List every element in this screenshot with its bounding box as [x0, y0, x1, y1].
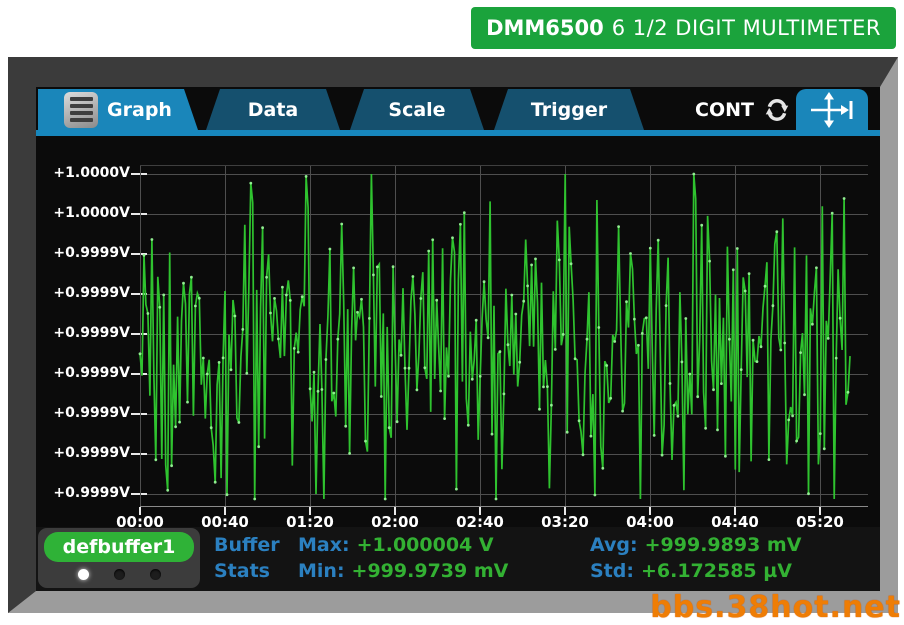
pan-scale-icon	[809, 92, 855, 128]
stats-column-avgstd: Avg: +999.9893 mV Std: +6.172585 µV	[590, 532, 801, 584]
buffer-stats-title-line2: Stats	[214, 558, 280, 584]
trigger-mode-status[interactable]: CONT	[672, 89, 790, 130]
plot-area[interactable]	[140, 165, 868, 507]
tab-data[interactable]: Data	[206, 89, 340, 130]
stat-std: Std: +6.172585 µV	[590, 558, 801, 584]
tab-graph[interactable]: Graph	[38, 89, 198, 130]
model-banner: DMM6500 6 1/2 DIGIT MULTIMETER	[471, 7, 896, 49]
buffer-stats-bar: defbuffer1 Buffer Stats Max: +1.000004 V …	[36, 527, 880, 591]
y-axis-label: +1.0000V	[36, 165, 130, 181]
hamburger-menu-icon[interactable]	[64, 92, 98, 128]
buffer-card[interactable]: defbuffer1	[38, 528, 200, 588]
tab-trigger[interactable]: Trigger	[494, 89, 644, 130]
stat-avg: Avg: +999.9893 mV	[590, 532, 801, 558]
stat-min-label: Min:	[298, 560, 345, 582]
y-axis-label: +0.9999V	[36, 325, 130, 341]
trigger-mode-label: CONT	[695, 99, 754, 121]
instrument-bezel: Graph Data Scale Trigger CONT	[8, 57, 898, 613]
stat-min: Min: +999.9739 mV	[298, 558, 508, 584]
pager-dot	[150, 569, 161, 580]
instrument-screen: Graph Data Scale Trigger CONT	[36, 87, 880, 591]
stat-max-value: +1.000004 V	[357, 534, 494, 556]
tab-graph-label: Graph	[107, 99, 172, 121]
buffer-stats-title: Buffer Stats	[214, 532, 280, 584]
model-name: DMM6500	[486, 16, 604, 40]
buffer-select-button[interactable]: defbuffer1	[44, 532, 194, 562]
pager-dots[interactable]	[38, 569, 200, 580]
stat-avg-label: Avg:	[590, 534, 638, 556]
y-axis-label: +0.9999V	[36, 285, 130, 301]
y-axis-label: +0.9999V	[36, 245, 130, 261]
pager-dot	[78, 569, 89, 580]
stat-min-value: +999.9739 mV	[352, 560, 509, 582]
stats-column-maxmin: Max: +1.000004 V Min: +999.9739 mV	[298, 532, 508, 584]
tab-data-label: Data	[248, 99, 299, 121]
tab-bar: Graph Data Scale Trigger CONT	[36, 87, 880, 136]
stat-avg-value: +999.9893 mV	[645, 534, 802, 556]
y-axis-label: +0.9999V	[36, 445, 130, 461]
y-axis-label: +1.0000V	[36, 205, 130, 221]
continuous-refresh-icon	[764, 97, 790, 123]
stat-max: Max: +1.000004 V	[298, 532, 508, 558]
tab-scale-label: Scale	[388, 99, 445, 121]
buffer-stats-title-line1: Buffer	[214, 532, 280, 558]
pan-scale-tab[interactable]	[796, 89, 868, 130]
model-subtitle: 6 1/2 DIGIT MULTIMETER	[612, 16, 881, 40]
y-axis-label: +0.9999V	[36, 485, 130, 501]
y-axis-label: +0.9999V	[36, 405, 130, 421]
stat-max-label: Max:	[298, 534, 350, 556]
tab-scale[interactable]: Scale	[350, 89, 484, 130]
pager-dot	[114, 569, 125, 580]
watermark: bbs.38hot.net	[650, 590, 901, 625]
active-tab-strip	[36, 130, 880, 136]
y-axis-label: +0.9999V	[36, 365, 130, 381]
stat-std-label: Std:	[590, 560, 634, 582]
stat-std-value: +6.172585 µV	[641, 560, 792, 582]
tab-trigger-label: Trigger	[531, 99, 607, 121]
measurement-trace	[140, 166, 868, 506]
